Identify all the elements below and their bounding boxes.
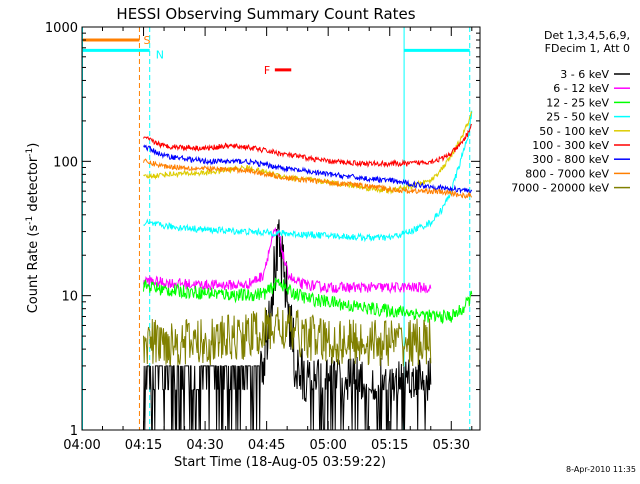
series-line-8 — [143, 307, 432, 367]
x-tick-label-6: 05:30 — [433, 438, 470, 453]
footer-timestamp: 8-Apr-2010 11:35 — [566, 465, 636, 474]
legend: Det 1,3,4,5,6,9, FDecim 1, Att 0 3 - 6 k… — [511, 29, 630, 195]
y-axis-label-sup1: -1 — [25, 216, 35, 225]
plot-frame — [81, 26, 481, 431]
flare-flag-label: F — [264, 64, 270, 77]
series-line-0 — [143, 219, 432, 431]
legend-label-4: 50 - 100 keV — [539, 125, 609, 138]
y-axis-label-mid: detector — [26, 156, 41, 216]
x-tick-label-5: 05:15 — [371, 438, 408, 453]
y-axis-label-end: ) — [26, 143, 41, 148]
x-tick-label-3: 04:45 — [248, 438, 285, 453]
y-tick-label-3: 1000 — [45, 21, 78, 36]
chart-title: HESSI Observing Summary Count Rates — [116, 5, 415, 23]
series-line-7 — [143, 158, 473, 199]
series-line-3 — [143, 110, 473, 243]
y-axis-label: Count Rate (s-1 detector-1) — [25, 143, 41, 314]
legend-label-2: 12 - 25 keV — [546, 96, 609, 109]
y-tick-label-0: 1 — [70, 424, 78, 439]
x-tick-label-1: 04:15 — [125, 438, 162, 453]
x-tick-label-2: 04:30 — [186, 438, 223, 453]
legend-label-3: 25 - 50 keV — [546, 111, 609, 124]
axes: 04:00 04:15 04:30 04:45 05:00 05:15 05:30 1 10 10… — [45, 21, 480, 453]
y-tick-label-1: 10 — [61, 290, 78, 305]
legend-label-8: 7000 - 20000 keV — [511, 182, 609, 195]
y-axis-label-sup2: -1 — [25, 148, 35, 157]
legend-label-1: 6 - 12 keV — [553, 82, 609, 95]
series-line-5 — [143, 123, 472, 168]
series-line-1 — [143, 226, 432, 295]
saa-flag-label: S — [143, 34, 150, 47]
y-tick-label-2: 100 — [53, 155, 78, 170]
legend-label-6: 300 - 800 keV — [532, 153, 609, 166]
legend-label-0: 3 - 6 keV — [560, 68, 609, 81]
series-line-6 — [143, 144, 473, 195]
legend-label-5: 100 - 300 keV — [532, 139, 609, 152]
legend-label-7: 800 - 7000 keV — [525, 167, 609, 180]
legend-header-line-2: FDecim 1, Att 0 — [545, 42, 630, 55]
x-tick-label-4: 05:00 — [309, 438, 346, 453]
y-axis-label-main: Count Rate (s — [26, 225, 41, 314]
x-axis-label: Start Time (18-Aug-05 03:59:22) — [174, 455, 386, 470]
legend-header-line-1: Det 1,3,4,5,6,9, — [544, 29, 630, 42]
series-line-2 — [143, 277, 473, 325]
night-flag-label: N — [156, 48, 164, 61]
x-tick-label-0: 04:00 — [63, 438, 100, 453]
data-series — [143, 110, 473, 431]
